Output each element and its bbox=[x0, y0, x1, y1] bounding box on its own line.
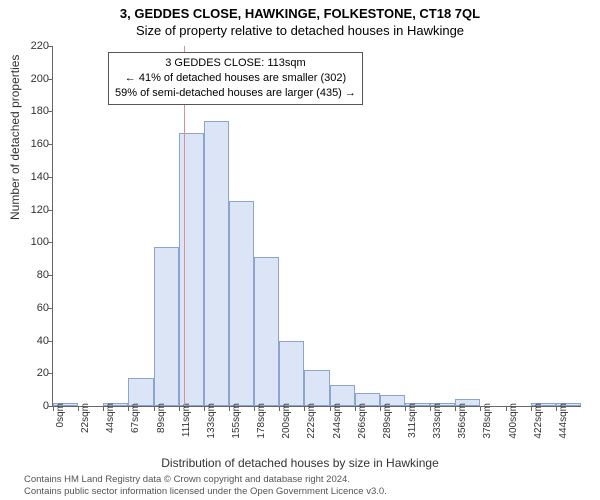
x-tick-label: 111sqm bbox=[181, 403, 192, 437]
y-tick-mark bbox=[48, 144, 53, 145]
y-tick-mark bbox=[48, 373, 53, 374]
x-tick-label: 311sqm bbox=[407, 403, 418, 438]
chart-subtitle: Size of property relative to detached ho… bbox=[0, 21, 600, 38]
x-tick-mark bbox=[380, 406, 381, 411]
histogram-bar bbox=[229, 201, 254, 406]
y-tick-label: 160 bbox=[15, 138, 49, 150]
x-tick-label: 222sqm bbox=[306, 403, 317, 439]
histogram-bar bbox=[179, 133, 204, 406]
y-tick-mark bbox=[48, 341, 53, 342]
y-tick-label: 80 bbox=[15, 269, 49, 281]
x-tick-mark bbox=[430, 406, 431, 411]
y-tick-mark bbox=[48, 242, 53, 243]
x-tick-label: 155sqm bbox=[231, 403, 242, 439]
x-tick-mark bbox=[556, 406, 557, 411]
x-tick-mark bbox=[78, 406, 79, 411]
chart-title-address: 3, GEDDES CLOSE, HAWKINGE, FOLKESTONE, C… bbox=[0, 0, 600, 21]
x-tick-mark bbox=[405, 406, 406, 411]
x-tick-label: 133sqm bbox=[206, 403, 217, 439]
histogram-bar bbox=[279, 341, 304, 406]
x-tick-label: 178sqm bbox=[256, 403, 267, 439]
y-tick-mark bbox=[48, 308, 53, 309]
y-tick-mark bbox=[48, 275, 53, 276]
y-tick-label: 20 bbox=[15, 367, 49, 379]
x-tick-mark bbox=[330, 406, 331, 411]
y-tick-mark bbox=[48, 177, 53, 178]
x-tick-label: 44sqm bbox=[105, 403, 116, 433]
x-tick-label: 422sqm bbox=[533, 403, 544, 439]
x-tick-label: 244sqm bbox=[332, 403, 343, 439]
x-tick-mark bbox=[531, 406, 532, 411]
chart-container: 3, GEDDES CLOSE, HAWKINGE, FOLKESTONE, C… bbox=[0, 0, 600, 500]
y-tick-mark bbox=[48, 79, 53, 80]
x-tick-label: 67sqm bbox=[130, 403, 141, 433]
x-tick-label: 89sqm bbox=[156, 403, 167, 433]
footer-line2: Contains public sector information licen… bbox=[24, 486, 590, 498]
x-tick-mark bbox=[179, 406, 180, 411]
plot-area: 0204060801001201401601802002200sqm22sqm4… bbox=[52, 46, 581, 407]
y-tick-label: 0 bbox=[15, 400, 49, 412]
x-tick-mark bbox=[229, 406, 230, 411]
histogram-bar bbox=[128, 378, 153, 406]
annotation-box: 3 GEDDES CLOSE: 113sqm ← 41% of detached… bbox=[108, 52, 363, 105]
annotation-line1: 3 GEDDES CLOSE: 113sqm bbox=[115, 56, 356, 71]
y-tick-label: 200 bbox=[15, 73, 49, 85]
y-tick-mark bbox=[48, 111, 53, 112]
y-tick-label: 120 bbox=[15, 204, 49, 216]
x-tick-mark bbox=[53, 406, 54, 411]
histogram-bar bbox=[154, 247, 179, 406]
x-axis-label: Distribution of detached houses by size … bbox=[0, 456, 600, 470]
x-tick-label: 22sqm bbox=[80, 403, 91, 433]
x-tick-label: 0sqm bbox=[55, 403, 66, 427]
x-tick-mark bbox=[204, 406, 205, 411]
x-tick-label: 378sqm bbox=[482, 403, 493, 439]
y-tick-mark bbox=[48, 46, 53, 47]
x-tick-label: 356sqm bbox=[457, 403, 468, 439]
y-tick-label: 140 bbox=[15, 171, 49, 183]
x-tick-mark bbox=[154, 406, 155, 411]
y-tick-label: 40 bbox=[15, 335, 49, 347]
x-tick-label: 266sqm bbox=[357, 403, 368, 439]
x-tick-label: 333sqm bbox=[432, 403, 443, 439]
x-tick-mark bbox=[355, 406, 356, 411]
annotation-line3: 59% of semi-detached houses are larger (… bbox=[115, 86, 356, 101]
x-tick-label: 444sqm bbox=[558, 403, 569, 439]
x-tick-label: 400sqm bbox=[508, 403, 519, 439]
y-tick-label: 220 bbox=[15, 40, 49, 52]
histogram-bar bbox=[204, 121, 229, 406]
x-tick-label: 200sqm bbox=[281, 403, 292, 439]
footer-attribution: Contains HM Land Registry data © Crown c… bbox=[24, 474, 590, 498]
histogram-bar bbox=[254, 257, 279, 406]
y-tick-mark bbox=[48, 210, 53, 211]
footer-line1: Contains HM Land Registry data © Crown c… bbox=[24, 474, 590, 486]
y-tick-label: 60 bbox=[15, 302, 49, 314]
y-tick-label: 100 bbox=[15, 236, 49, 248]
y-tick-label: 180 bbox=[15, 105, 49, 117]
histogram-bar bbox=[304, 370, 329, 406]
x-tick-mark bbox=[254, 406, 255, 411]
x-tick-mark bbox=[506, 406, 507, 411]
annotation-line2: ← 41% of detached houses are smaller (30… bbox=[115, 71, 356, 86]
x-tick-label: 289sqm bbox=[382, 403, 393, 439]
